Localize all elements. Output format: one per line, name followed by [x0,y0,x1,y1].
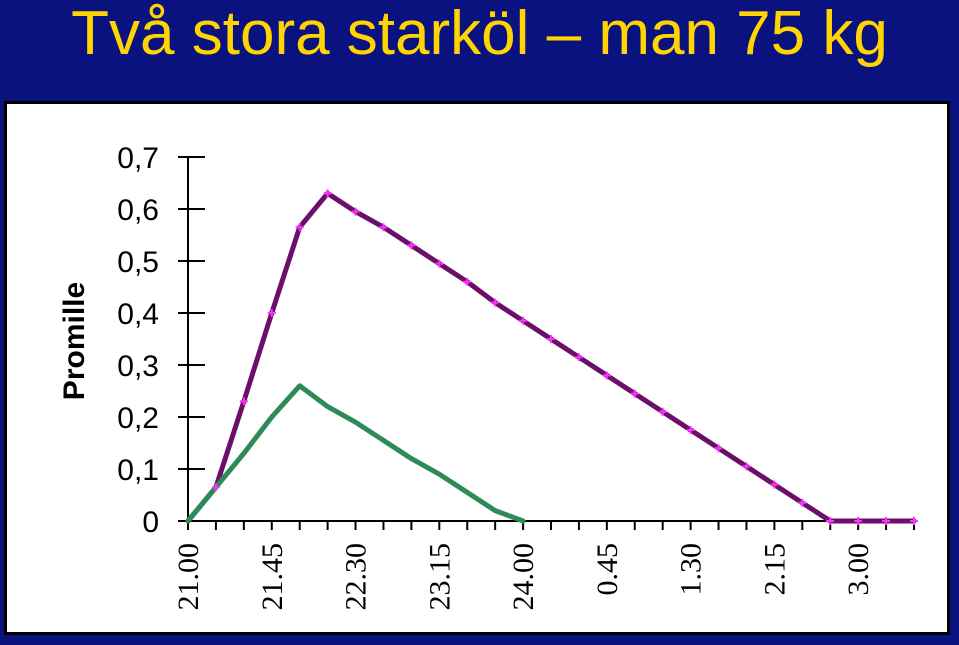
data-point-marker [379,223,388,232]
data-point-marker [351,207,360,216]
y-tick-label: 0 [142,506,159,539]
data-point-marker [826,517,835,525]
data-point-marker [630,389,639,398]
y-tick-label: 0,1 [117,454,159,487]
x-tick-label: 3.00 [842,543,875,596]
chart-panel: Promille 0 0,1 0,2 0,3 0,4 0,5 0,6 0,7 21.00 21.4… [4,101,950,635]
data-point-marker [547,335,555,343]
x-tick-label: 1.30 [675,543,708,596]
data-point-marker [295,223,304,232]
data-point-marker [742,462,751,471]
x-tick-label: 23.15 [423,543,456,611]
data-point-marker [239,397,248,406]
data-point-marker [211,483,220,492]
data-point-marker [910,517,918,525]
x-tick-label: 0.45 [591,543,624,596]
y-tick-label: 0,7 [117,142,159,175]
data-point-marker [267,309,276,317]
slide-title: Två stora starköl – man 75 kg [71,0,888,68]
data-point-marker [491,298,500,307]
x-tick-label: 24.00 [507,543,540,611]
series-line-1 [185,190,917,524]
data-point-marker [882,517,891,525]
y-tick-label: 0,4 [117,298,159,331]
y-tick-label: 0,3 [117,350,159,383]
x-tick-label: 21.45 [256,543,289,611]
line-chart: Promille 0 0,1 0,2 0,3 0,4 0,5 0,6 0,7 21.00 21.4… [58,142,918,611]
data-point-marker [714,444,723,453]
series-line-2 [185,383,526,524]
y-tick-label: 0,5 [117,246,159,279]
data-point-marker [435,259,444,268]
x-tick-label: 22.30 [340,543,373,611]
y-tick-label: 0,6 [117,194,159,227]
data-point-marker [519,316,528,325]
y-tick-label: 0,2 [117,402,159,435]
data-point-marker [658,407,667,416]
data-point-marker [463,277,472,286]
data-point-marker [686,426,695,434]
data-point-marker [323,189,332,198]
data-point-marker [798,498,807,507]
data-point-marker [574,353,583,362]
data-point-marker [770,480,779,489]
x-tick-label: 21.00 [172,543,205,611]
y-axis-label: Promille [58,282,91,400]
data-point-marker [854,517,863,525]
x-tick-label: 2.15 [758,543,791,596]
data-point-marker [602,371,611,380]
data-point-marker [407,241,416,250]
